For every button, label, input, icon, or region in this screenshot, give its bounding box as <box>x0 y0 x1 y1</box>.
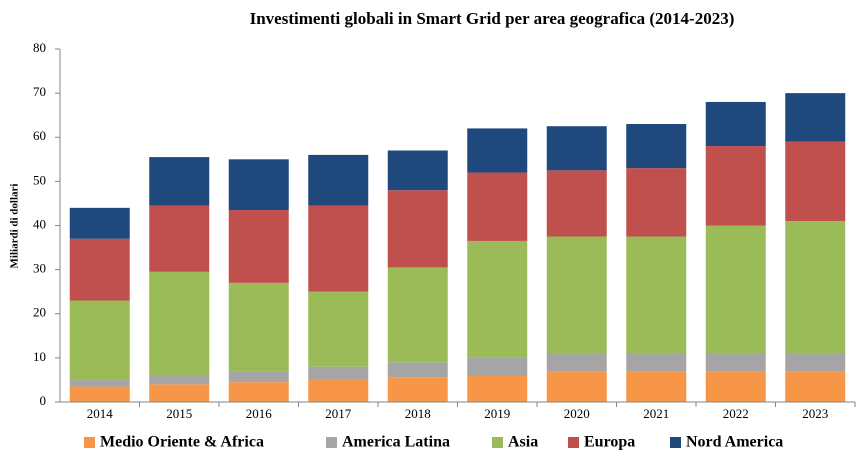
bar-segment <box>626 168 687 237</box>
y-tick-label: 30 <box>33 261 46 276</box>
y-tick-label: 0 <box>40 393 47 408</box>
y-axis-label: Miliardi di dollari <box>9 184 21 269</box>
legend-swatch <box>326 437 337 448</box>
bar-segment <box>387 190 448 268</box>
y-tick-label: 60 <box>33 128 46 143</box>
bar-segment <box>785 353 846 372</box>
bar-segment <box>69 300 130 380</box>
bar-segment <box>467 375 528 402</box>
bar-segment <box>308 291 369 367</box>
bar-segment <box>228 159 289 211</box>
bar-segment <box>467 128 528 173</box>
bar-segment <box>705 225 766 354</box>
y-tick-label: 50 <box>33 172 46 187</box>
bar-segment <box>387 150 448 191</box>
bar-segment <box>467 240 528 358</box>
x-tick-label: 2023 <box>802 406 828 421</box>
x-tick-label: 2019 <box>484 406 510 421</box>
x-tick-label: 2015 <box>166 406 192 421</box>
bar-segment <box>705 353 766 372</box>
bar-segment <box>228 382 289 402</box>
y-tick-label: 40 <box>33 216 46 231</box>
bar-segment <box>546 353 607 372</box>
bar-segment <box>467 172 528 241</box>
legend-label: America Latina <box>342 434 450 451</box>
bar-segment <box>228 371 289 383</box>
y-tick-label: 80 <box>33 40 46 55</box>
legend-swatch <box>568 437 579 448</box>
bar-segment <box>228 282 289 372</box>
bar-segment <box>785 371 846 402</box>
chart-title: Investimenti globali in Smart Grid per a… <box>250 9 735 28</box>
bar-segment <box>626 236 687 354</box>
y-tick-label: 70 <box>33 84 46 99</box>
x-tick-label: 2020 <box>564 406 590 421</box>
bar-segment <box>626 371 687 402</box>
legend-label: Europa <box>584 434 635 451</box>
bar-segment <box>387 377 448 402</box>
y-tick-label: 10 <box>33 349 46 364</box>
bar-segment <box>387 362 448 378</box>
bar-segment <box>308 154 369 206</box>
bar-segment <box>467 357 528 376</box>
bar-segment <box>308 366 369 380</box>
x-tick-label: 2016 <box>246 406 273 421</box>
bar-segment <box>149 384 210 402</box>
bar-segment <box>308 379 369 402</box>
bar-segment <box>626 353 687 372</box>
bar-segment <box>546 371 607 402</box>
bar-segment <box>69 386 130 402</box>
legend-label: Asia <box>508 434 538 451</box>
bar-segment <box>705 371 766 402</box>
x-tick-label: 2018 <box>405 406 431 421</box>
bar-segment <box>308 205 369 292</box>
x-tick-label: 2017 <box>325 406 352 421</box>
bar-segment <box>149 271 210 376</box>
bar-segment <box>69 379 130 387</box>
legend-label: Nord America <box>686 434 783 451</box>
bar-segment <box>149 375 210 385</box>
legend-swatch <box>84 437 95 448</box>
legend-swatch <box>670 437 681 448</box>
bar-segment <box>705 101 766 147</box>
bar-segment <box>546 126 607 171</box>
bar-segment <box>149 157 210 206</box>
bar-segment <box>546 170 607 237</box>
bar-segment <box>705 146 766 226</box>
bar-segment <box>69 238 130 301</box>
x-tick-label: 2014 <box>87 406 114 421</box>
bar-segment <box>785 141 846 222</box>
bar-segment <box>228 210 289 283</box>
bar-segment <box>387 267 448 363</box>
legend-label: Medio Oriente & Africa <box>100 434 264 451</box>
bar-segment <box>785 221 846 354</box>
bar-segment <box>546 236 607 354</box>
x-tick-label: 2022 <box>723 406 749 421</box>
legend-swatch <box>492 437 503 448</box>
bar-segment <box>626 124 687 169</box>
x-tick-label: 2021 <box>643 406 669 421</box>
bar-segment <box>149 205 210 272</box>
y-tick-label: 20 <box>33 305 46 320</box>
bar-segment <box>69 207 130 239</box>
bar-segment <box>785 93 846 142</box>
